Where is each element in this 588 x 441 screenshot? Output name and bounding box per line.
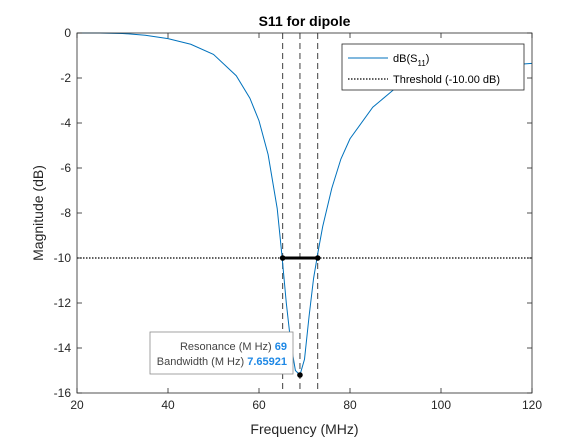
y-tick-label: -6 bbox=[60, 161, 71, 175]
y-axis-label: Magnitude (dB) bbox=[30, 165, 46, 261]
y-tick-label: -8 bbox=[60, 206, 71, 220]
x-axis-label: Frequency (MHz) bbox=[250, 421, 358, 437]
y-tick-label: -14 bbox=[54, 341, 72, 355]
y-tick-label: -12 bbox=[54, 296, 72, 310]
datatip-resonance-label: Resonance (M Hz) bbox=[180, 341, 272, 353]
datatip-bandwidth-line: Bandwidth (M Hz) 7.65921 bbox=[157, 356, 287, 368]
datatip-bandwidth-value: 7.65921 bbox=[247, 356, 287, 368]
legend-label-s11: dB(S11) bbox=[393, 53, 429, 68]
y-tick-label: 0 bbox=[64, 26, 71, 40]
datatip-box bbox=[149, 331, 294, 375]
resonance-point bbox=[297, 372, 303, 378]
chart-title: S11 for dipole bbox=[259, 13, 351, 29]
x-tick-label: 60 bbox=[252, 398, 266, 412]
x-tick-label: 120 bbox=[522, 398, 542, 412]
datatip-resonance-value: 69 bbox=[275, 341, 287, 353]
x-tick-label: 20 bbox=[70, 398, 84, 412]
bandwidth-bar-end-0 bbox=[279, 255, 286, 261]
legend-box bbox=[341, 43, 525, 91]
y-tick-label: -16 bbox=[54, 386, 72, 400]
datatip: Resonance (M Hz) 69 Bandwidth (M Hz) 7.6… bbox=[149, 331, 294, 375]
legend-label-threshold: Threshold (-10.00 dB) bbox=[393, 74, 500, 86]
bandwidth-bar-end-1 bbox=[314, 255, 321, 261]
y-tick-label: -4 bbox=[60, 116, 71, 130]
y-tick-label: -10 bbox=[54, 251, 72, 265]
datatip-resonance-line: Resonance (M Hz) 69 bbox=[180, 341, 287, 353]
x-tick-label: 80 bbox=[343, 398, 357, 412]
x-tick-label: 40 bbox=[161, 398, 175, 412]
x-tick-label: 100 bbox=[431, 398, 451, 412]
legend: dB(S11) Threshold (-10.00 dB) bbox=[341, 43, 525, 91]
datatip-bandwidth-label: Bandwidth (M Hz) bbox=[157, 356, 244, 368]
y-tick-label: -2 bbox=[60, 71, 71, 85]
